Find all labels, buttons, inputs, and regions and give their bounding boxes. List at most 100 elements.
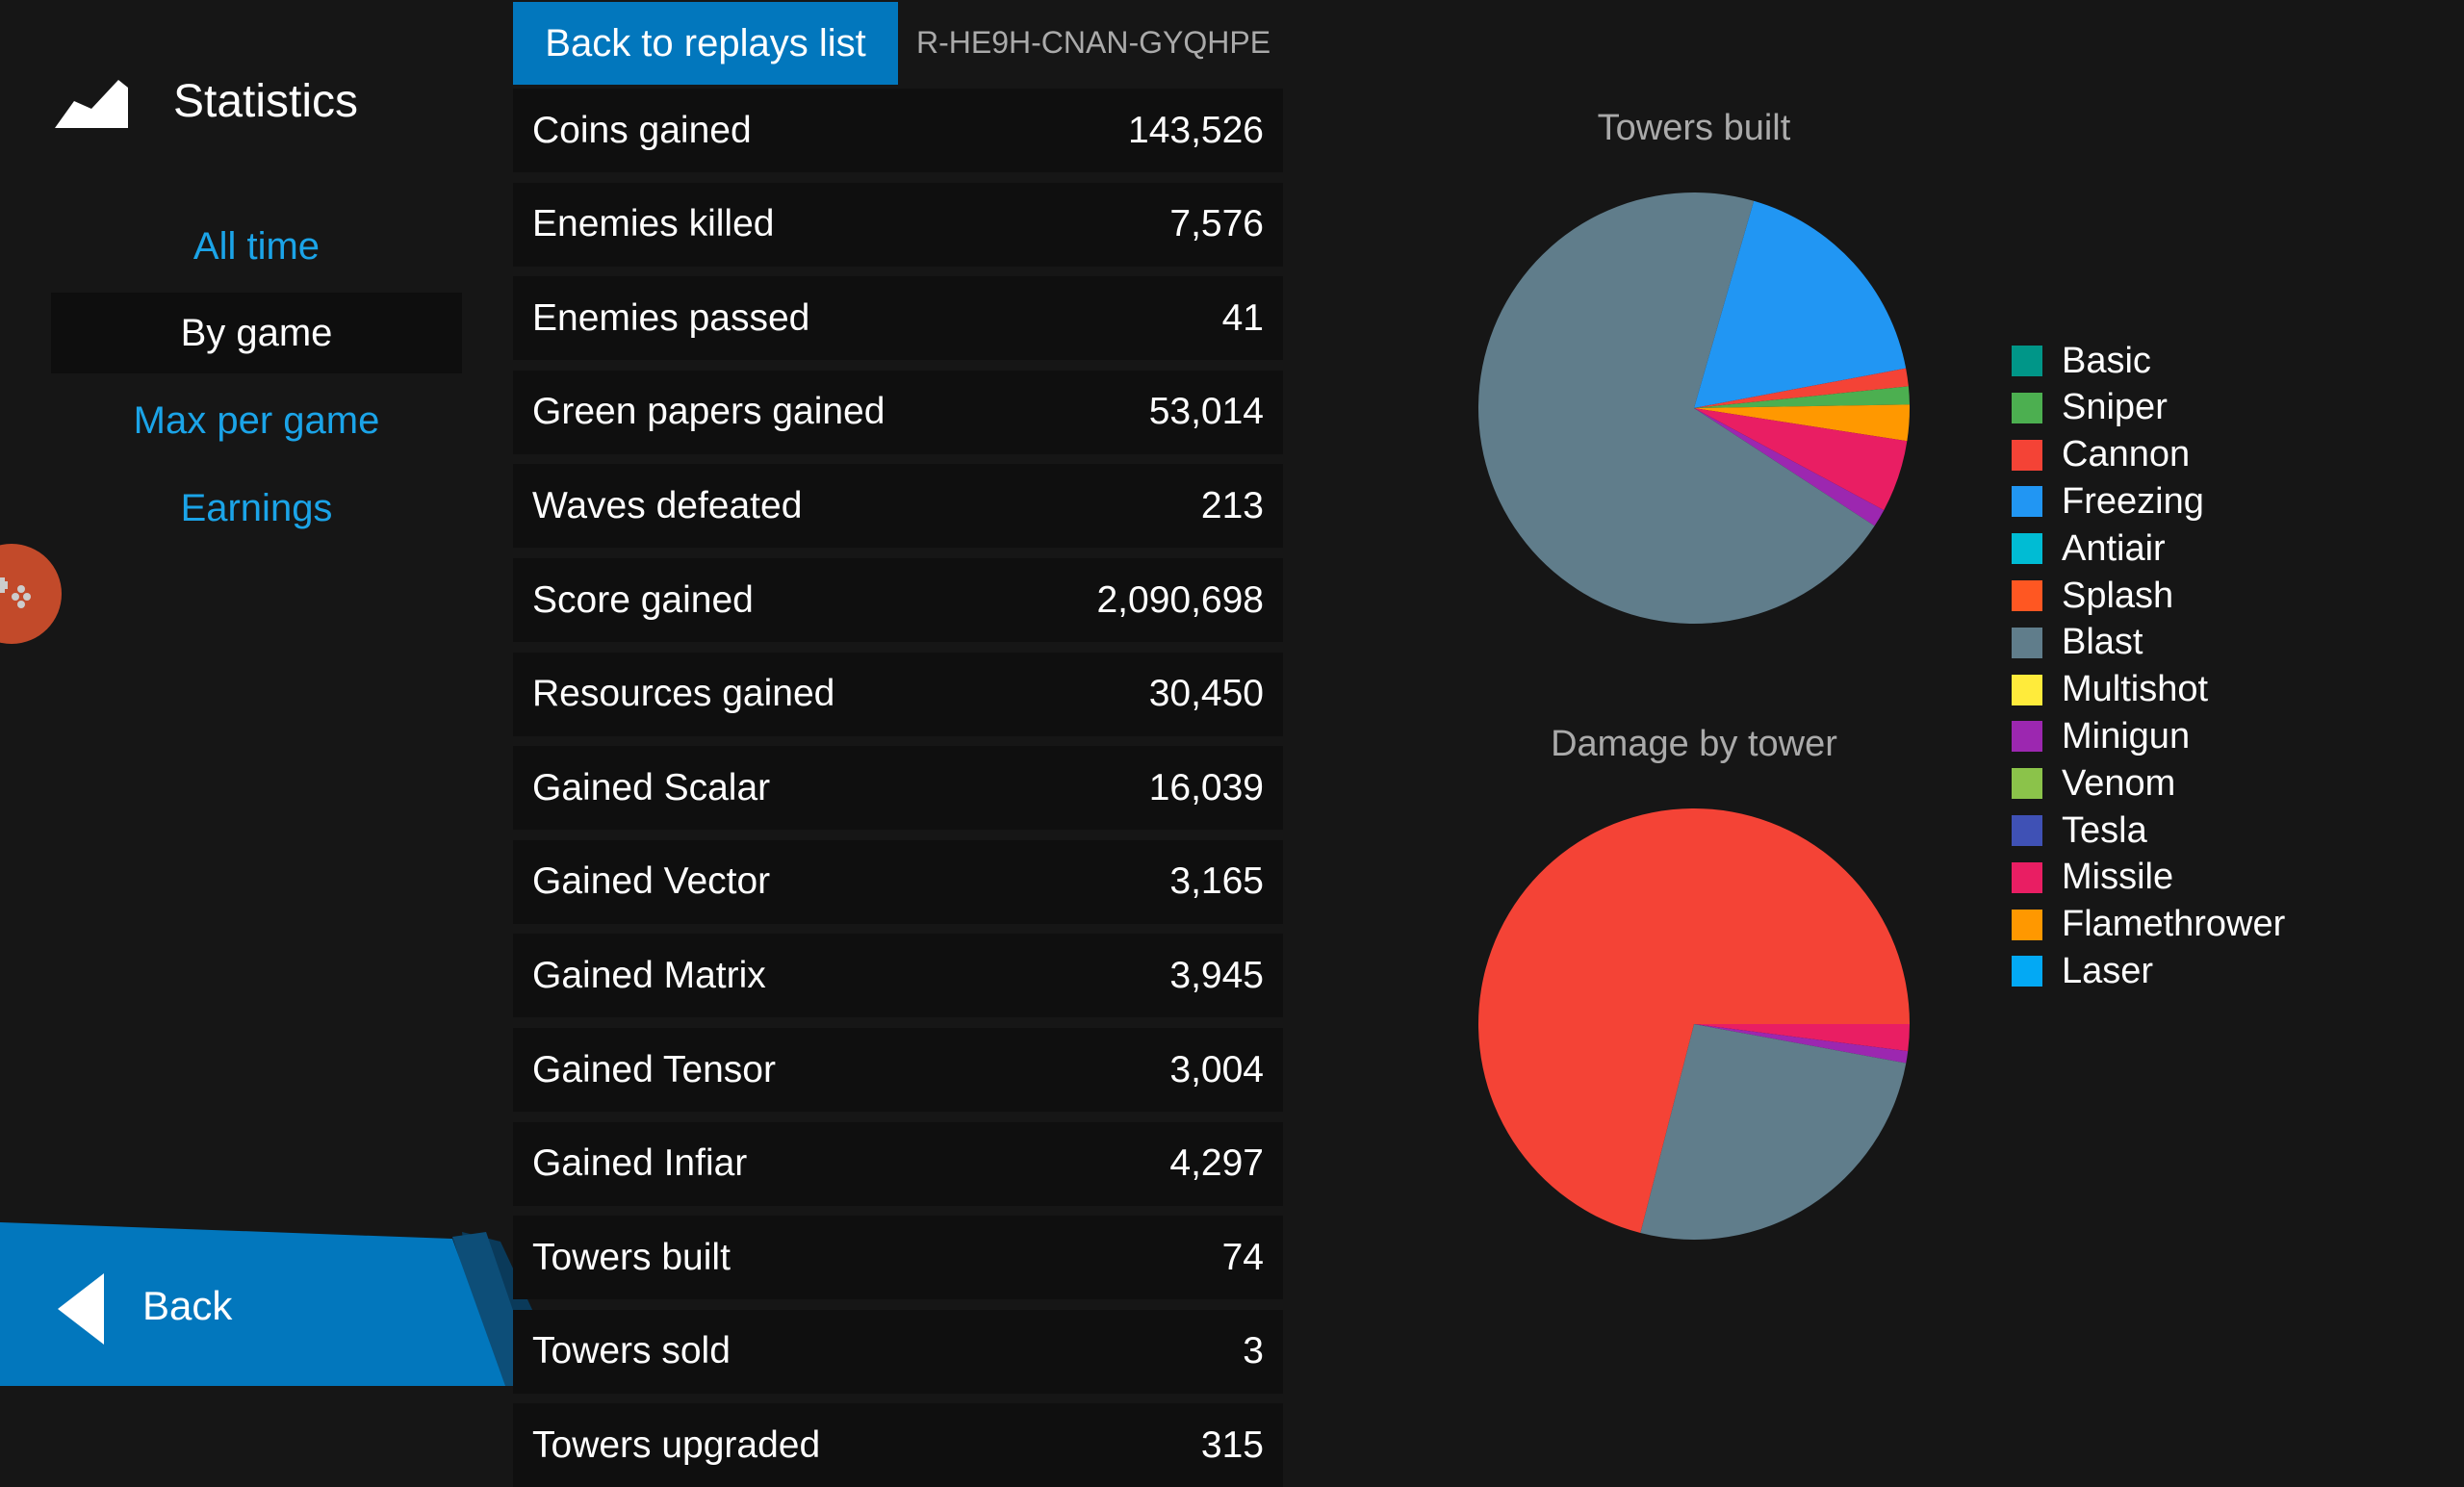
stat-value: 74	[1221, 1236, 1264, 1278]
stat-value: 53,014	[1148, 391, 1264, 433]
stat-label: Towers upgraded	[532, 1423, 821, 1466]
pie-slice-missile	[1694, 1024, 1911, 1052]
stat-value: 213	[1200, 484, 1264, 526]
stat-row: Towers built 74	[513, 1216, 1283, 1300]
legend-label: Cannon	[2062, 434, 2191, 475]
legend-item: Freezing	[2012, 478, 2204, 525]
stat-label: Green papers gained	[532, 391, 886, 433]
legend-swatch	[2012, 580, 2042, 611]
stat-row: Enemies passed 41	[513, 276, 1283, 361]
stat-value: 3	[1243, 1330, 1264, 1372]
stat-row: Gained Infiar 4,297	[513, 1121, 1283, 1206]
stat-label: Enemies passed	[532, 296, 810, 339]
legend-item: Blast	[2012, 620, 2143, 666]
nav-by-game[interactable]: By game	[51, 293, 462, 373]
legend-swatch	[2012, 486, 2042, 518]
legend-label: Sniper	[2062, 387, 2168, 428]
pie-slice-sniper	[1694, 386, 1910, 408]
stat-row: Gained Vector 3,165	[513, 839, 1283, 924]
stat-row: Green papers gained 53,014	[513, 370, 1283, 454]
legend-label: Multishot	[2062, 669, 2209, 710]
stat-label: Gained Matrix	[532, 954, 766, 996]
legend-label: Flamethrower	[2062, 904, 2286, 945]
stat-value: 3,004	[1169, 1048, 1264, 1090]
stat-value: 16,039	[1148, 766, 1264, 808]
stat-value: 41	[1221, 296, 1264, 339]
stat-row: Score gained 2,090,698	[513, 558, 1283, 642]
legend-item: Minigun	[2012, 713, 2190, 759]
legend-swatch	[2012, 674, 2042, 705]
nav-all-time[interactable]: All time	[192, 224, 321, 268]
stat-row: Towers upgraded 315	[513, 1403, 1283, 1487]
stat-value: 2,090,698	[1096, 578, 1264, 621]
stat-row: Gained Scalar 16,039	[513, 746, 1283, 831]
stat-label: Coins gained	[532, 109, 752, 151]
legend-swatch	[2012, 439, 2042, 471]
pie-slice-cannon	[1478, 808, 1910, 1233]
pie-slice-minigun	[1694, 408, 1885, 526]
stat-label: Gained Vector	[532, 860, 771, 903]
stat-value: 30,450	[1148, 673, 1264, 715]
legend-label: Venom	[2062, 762, 2176, 804]
statistics-icon	[55, 80, 128, 128]
stat-value: 3,945	[1169, 954, 1264, 996]
legend-swatch	[2012, 533, 2042, 565]
back-label: Back	[142, 1283, 233, 1328]
nav-max-per-game[interactable]: Max per game	[133, 398, 380, 442]
legend-swatch	[2012, 768, 2042, 800]
stat-row: Coins gained 143,526	[513, 89, 1283, 172]
legend-item: Tesla	[2012, 808, 2147, 854]
legend-swatch	[2012, 956, 2042, 987]
stat-value: 4,297	[1169, 1142, 1264, 1185]
legend-swatch	[2012, 346, 2042, 376]
legend-label: Antiair	[2062, 527, 2166, 569]
legend-swatch	[2012, 721, 2042, 753]
stat-label: Gained Infiar	[532, 1142, 748, 1185]
stat-row: Gained Tensor 3,004	[513, 1028, 1283, 1112]
stat-row: Towers sold 3	[513, 1309, 1283, 1394]
stat-value: 315	[1200, 1423, 1264, 1466]
pie-slice-blast	[1478, 192, 1875, 624]
legend-item: Flamethrower	[2012, 902, 2285, 948]
legend-swatch	[2012, 909, 2042, 940]
legend-item: Cannon	[2012, 432, 2190, 478]
legend-swatch	[2012, 815, 2042, 846]
legend-label: Basic	[2062, 340, 2151, 381]
nav-earnings[interactable]: Earnings	[180, 486, 333, 529]
pie-slice-cannon	[1694, 368, 1909, 408]
stat-label: Towers built	[532, 1236, 731, 1278]
pie-slice-minigun	[1694, 1024, 1909, 1064]
replay-code: R-HE9H-CNAN-GYQHPE	[916, 25, 1271, 60]
stat-row: Enemies killed 7,576	[513, 182, 1283, 267]
chart-title-damage-by-tower: Damage by tower	[1551, 724, 1837, 764]
legend-label: Laser	[2062, 950, 2154, 991]
stat-value: 7,576	[1169, 203, 1264, 245]
legend-swatch	[2012, 861, 2042, 893]
legend-item: Basic	[2012, 338, 2151, 384]
legend-label: Blast	[2062, 622, 2143, 663]
stat-label: Gained Scalar	[532, 766, 771, 808]
stat-row: Gained Matrix 3,945	[513, 934, 1283, 1018]
back-to-replays-button[interactable]: Back to replays list	[513, 2, 898, 85]
gamepad-floating-button[interactable]	[0, 539, 67, 650]
legend-label: Splash	[2062, 575, 2174, 616]
legend-item: Laser	[2012, 948, 2153, 994]
stat-label: Gained Tensor	[532, 1048, 776, 1090]
pie-slice-missile	[1694, 408, 1908, 511]
pie-slice-freezing	[1694, 200, 1907, 408]
chart-title-towers-built: Towers built	[1597, 108, 1791, 148]
stat-label: Resources gained	[532, 673, 835, 715]
legend-item: Antiair	[2012, 526, 2166, 572]
stat-label: Towers sold	[532, 1330, 731, 1372]
legend-item: Sniper	[2012, 385, 2168, 431]
stat-row: Waves defeated 213	[513, 464, 1283, 549]
back-arrow-icon	[58, 1273, 104, 1345]
stat-row: Resources gained 30,450	[513, 652, 1283, 736]
stat-value: 143,526	[1128, 109, 1264, 151]
legend-item: Missile	[2012, 855, 2173, 901]
legend-item: Venom	[2012, 760, 2175, 807]
legend-item: Splash	[2012, 573, 2173, 619]
pie-slice-flamethrower	[1694, 404, 1910, 442]
legend-label: Freezing	[2062, 480, 2204, 522]
page-title: Statistics	[173, 76, 359, 127]
